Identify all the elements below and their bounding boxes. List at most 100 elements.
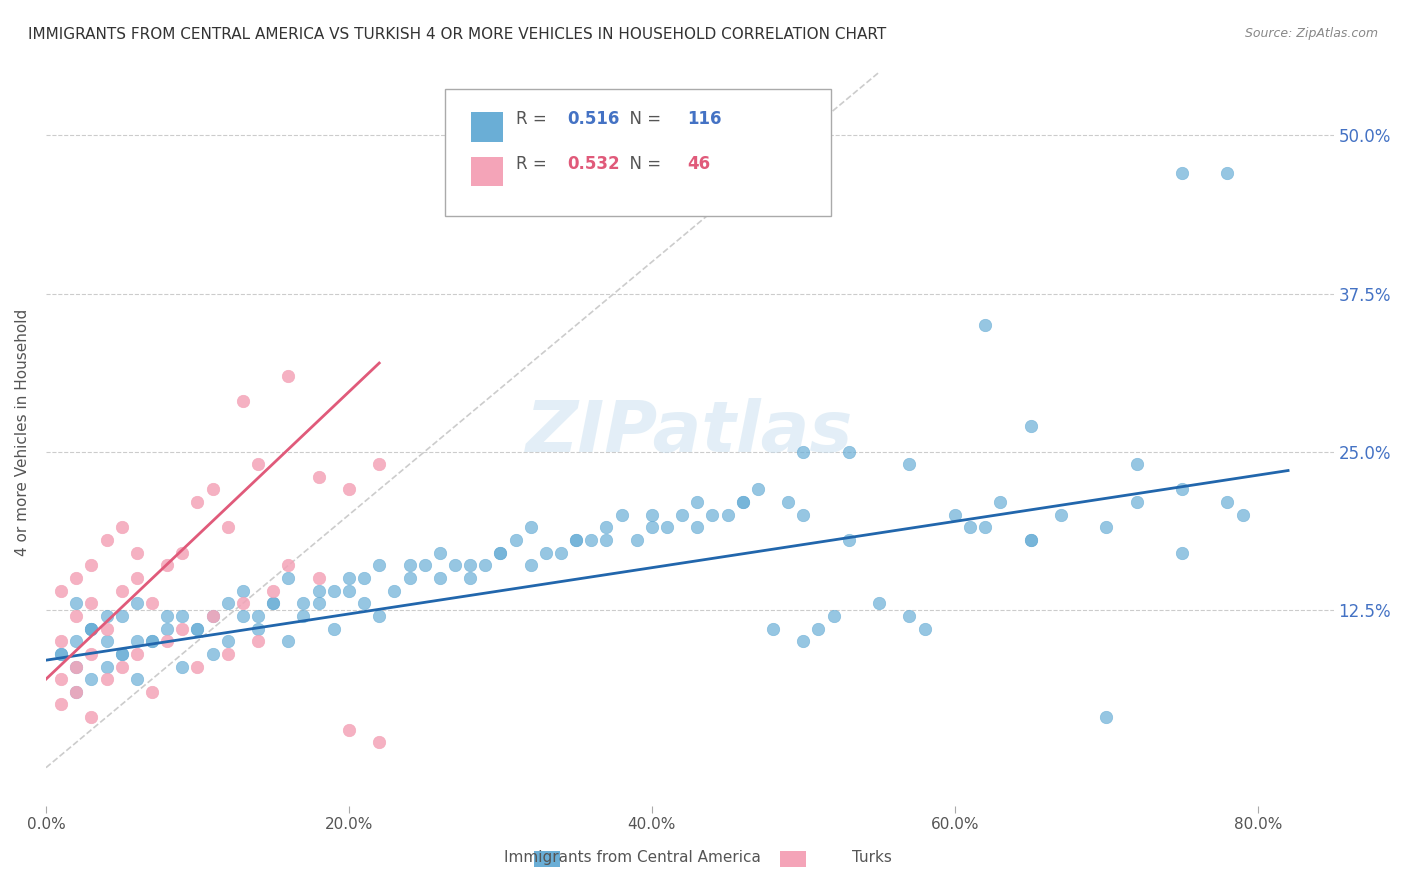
Point bbox=[125, 672, 148, 686]
Point bbox=[232, 583, 254, 598]
Point bbox=[565, 533, 588, 547]
Point bbox=[838, 444, 860, 458]
Point bbox=[172, 546, 194, 560]
Point bbox=[368, 609, 391, 624]
Point bbox=[125, 647, 148, 661]
Point bbox=[458, 571, 481, 585]
Point bbox=[201, 647, 224, 661]
Point bbox=[1171, 166, 1194, 180]
Point bbox=[172, 659, 194, 673]
Point bbox=[914, 622, 936, 636]
Point bbox=[429, 571, 451, 585]
Point bbox=[111, 583, 134, 598]
Point bbox=[292, 609, 315, 624]
Point bbox=[80, 672, 103, 686]
Point bbox=[368, 457, 391, 471]
Point bbox=[610, 508, 633, 522]
Point bbox=[1216, 495, 1239, 509]
Point bbox=[959, 520, 981, 534]
Point bbox=[337, 483, 360, 497]
Point bbox=[565, 533, 588, 547]
Y-axis label: 4 or more Vehicles in Household: 4 or more Vehicles in Household bbox=[15, 309, 30, 557]
Point bbox=[444, 558, 467, 573]
Point bbox=[80, 558, 103, 573]
Point bbox=[308, 596, 330, 610]
Point bbox=[217, 596, 239, 610]
Point bbox=[111, 647, 134, 661]
Point bbox=[655, 520, 678, 534]
Point bbox=[247, 622, 270, 636]
Point bbox=[49, 672, 72, 686]
Point bbox=[172, 622, 194, 636]
Point bbox=[595, 533, 617, 547]
Point bbox=[337, 723, 360, 737]
Point bbox=[1019, 533, 1042, 547]
Text: N =: N = bbox=[619, 111, 666, 128]
Point bbox=[201, 609, 224, 624]
Point bbox=[111, 520, 134, 534]
Point bbox=[838, 533, 860, 547]
Point bbox=[49, 647, 72, 661]
Point bbox=[65, 634, 87, 648]
Point bbox=[398, 571, 420, 585]
Text: Turks: Turks bbox=[852, 850, 891, 865]
Point bbox=[641, 520, 664, 534]
Point bbox=[277, 571, 299, 585]
Point bbox=[1171, 546, 1194, 560]
Point bbox=[247, 634, 270, 648]
Point bbox=[232, 609, 254, 624]
Point bbox=[731, 495, 754, 509]
Point bbox=[80, 622, 103, 636]
Point bbox=[96, 533, 118, 547]
Text: Immigrants from Central America: Immigrants from Central America bbox=[505, 850, 761, 865]
Text: Source: ZipAtlas.com: Source: ZipAtlas.com bbox=[1244, 27, 1378, 40]
Point bbox=[308, 470, 330, 484]
Point bbox=[550, 546, 572, 560]
Point bbox=[186, 495, 208, 509]
Point bbox=[125, 546, 148, 560]
Text: 116: 116 bbox=[688, 111, 721, 128]
Point bbox=[988, 495, 1011, 509]
Point bbox=[337, 571, 360, 585]
Point bbox=[943, 508, 966, 522]
Point bbox=[217, 634, 239, 648]
Point bbox=[1095, 710, 1118, 724]
Point bbox=[1216, 166, 1239, 180]
Point bbox=[458, 558, 481, 573]
Point bbox=[823, 609, 845, 624]
Point bbox=[247, 457, 270, 471]
Point bbox=[353, 596, 375, 610]
Point bbox=[337, 583, 360, 598]
Point bbox=[65, 571, 87, 585]
Point bbox=[201, 483, 224, 497]
Point bbox=[80, 596, 103, 610]
Point bbox=[519, 558, 541, 573]
Point bbox=[96, 609, 118, 624]
Text: R =: R = bbox=[516, 155, 553, 173]
Point bbox=[368, 735, 391, 749]
Point bbox=[505, 533, 527, 547]
Point bbox=[702, 508, 724, 522]
Point bbox=[141, 634, 163, 648]
Point bbox=[429, 546, 451, 560]
Text: IMMIGRANTS FROM CENTRAL AMERICA VS TURKISH 4 OR MORE VEHICLES IN HOUSEHOLD CORRE: IMMIGRANTS FROM CENTRAL AMERICA VS TURKI… bbox=[28, 27, 886, 42]
Point bbox=[1171, 483, 1194, 497]
Point bbox=[792, 444, 814, 458]
Bar bbox=[471, 112, 503, 142]
Point bbox=[156, 609, 179, 624]
Text: N =: N = bbox=[619, 155, 666, 173]
Point bbox=[898, 609, 921, 624]
Point bbox=[247, 609, 270, 624]
Point bbox=[217, 647, 239, 661]
Point bbox=[368, 558, 391, 573]
Point bbox=[49, 634, 72, 648]
Point bbox=[686, 495, 709, 509]
Point bbox=[65, 596, 87, 610]
Point bbox=[232, 394, 254, 409]
Point bbox=[1019, 533, 1042, 547]
Point bbox=[65, 659, 87, 673]
Text: ZIPatlas: ZIPatlas bbox=[526, 398, 853, 467]
Point bbox=[868, 596, 890, 610]
Point bbox=[262, 596, 284, 610]
Point bbox=[974, 520, 997, 534]
